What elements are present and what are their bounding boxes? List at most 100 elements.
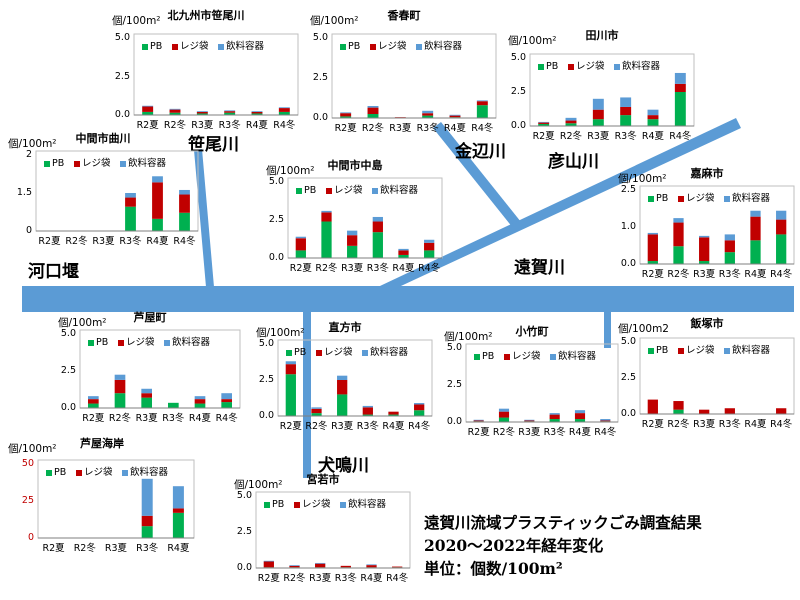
bar-bag <box>179 194 190 213</box>
legend-label: PB <box>304 185 317 196</box>
legend-label: レジ袋 <box>686 193 715 204</box>
x-tick-label: R3冬 <box>416 123 439 134</box>
bar-bottle <box>141 388 152 394</box>
river-label-sasao: 笹尾川 <box>188 135 239 155</box>
x-tick-label: R2夏 <box>279 421 302 432</box>
bar-bottle <box>414 403 425 405</box>
x-tick-label: R4冬 <box>173 236 196 247</box>
bar-pb <box>321 221 332 258</box>
bar-pb <box>196 113 208 115</box>
bar-bag <box>141 393 152 398</box>
bar-bag <box>524 420 535 422</box>
legend-swatch-pb <box>88 340 94 346</box>
bar-bottle <box>549 413 560 415</box>
x-tick-label: R3夏 <box>92 236 115 247</box>
legend-swatch-bag <box>504 354 510 360</box>
x-tick-label: R3冬 <box>718 419 741 430</box>
bar-bottle <box>699 235 710 238</box>
bar-bottle <box>347 230 358 236</box>
x-tick-label: R3冬 <box>334 573 357 584</box>
chart-kotake: 小竹町 個/100m² R2夏 R2冬 R3夏 R3冬 R4夏 R4冬 0.0 2.5 5.0 PB レ… <box>444 326 620 444</box>
y-tick-label: 0.0 <box>268 252 284 263</box>
bar-bottle <box>592 98 604 110</box>
legend-label: レジ袋 <box>378 41 407 52</box>
x-tick-label: R2冬 <box>108 413 132 424</box>
chart-plot <box>35 150 199 232</box>
bar-pb <box>388 414 399 416</box>
chart-plot <box>133 33 299 116</box>
bar-pb <box>565 123 577 126</box>
bar-bag <box>340 113 352 117</box>
y-tick-label: 50 <box>21 458 34 469</box>
bar-bag <box>263 561 274 568</box>
bar-bag <box>367 107 379 114</box>
bar-pb <box>673 409 684 414</box>
chart-title: 宮若市 <box>306 473 340 486</box>
bar-bottle <box>311 407 322 409</box>
x-tick-label: R3冬 <box>366 263 389 274</box>
legend-swatch-bag <box>370 44 376 50</box>
chart-ashiya: 芦屋町 個/100m² R2夏 R2冬 R3夏 R3冬 R4夏 R4冬 0.0 2.5 5.0 PB レ… <box>58 312 242 434</box>
bar-bag <box>647 115 659 120</box>
x-tick-label: R4冬 <box>273 120 296 131</box>
bar-pb <box>311 413 322 416</box>
bar-pb <box>347 245 358 258</box>
legend-label: 飲料容器 <box>732 193 771 204</box>
legend-label: 飲料容器 <box>172 337 211 348</box>
bar-bottle <box>114 374 126 380</box>
bar-bottle <box>750 210 761 217</box>
bar-bag <box>673 222 684 247</box>
bar-bag <box>388 411 399 415</box>
bar-pb <box>152 218 163 231</box>
chart-plot <box>331 33 497 119</box>
river-label-kanabe: 金辺川 <box>455 142 506 162</box>
bar-bag <box>776 219 787 235</box>
chart-plot <box>529 53 695 127</box>
legend-swatch-pb <box>296 188 302 194</box>
x-tick-label: R4夏 <box>641 131 665 142</box>
legend-swatch-bag <box>326 188 332 194</box>
chart-title: 田川市 <box>585 29 619 42</box>
bar-pb <box>88 403 99 408</box>
legend-swatch-bottle <box>218 44 224 50</box>
bar-pb <box>295 250 306 258</box>
chart-title: 香春町 <box>387 9 421 22</box>
x-tick-label: R3冬 <box>218 120 241 131</box>
chart-plot <box>639 185 795 265</box>
bar-bottle <box>169 108 181 110</box>
bar-bottle <box>398 248 409 251</box>
x-tick-label: R4夏 <box>146 236 169 247</box>
y-tick-label: 5.0 <box>236 490 252 501</box>
x-tick-label: R4冬 <box>770 269 793 280</box>
bar-pb <box>372 232 383 258</box>
bar-bag <box>194 399 206 404</box>
hikosan-river <box>380 118 741 292</box>
bar-bottle <box>647 109 659 116</box>
chart-plot <box>277 339 433 417</box>
main-title: 遠賀川流域プラスティックごみ調査結果 2020～2022年経年変化 単位：個数/… <box>424 511 702 580</box>
bar-bag <box>538 122 550 124</box>
legend-label: 飲料容器 <box>348 499 387 510</box>
legend-swatch-pb <box>264 502 270 508</box>
bar-pb <box>285 374 296 416</box>
bar-pb <box>398 254 409 258</box>
x-tick-label: R2冬 <box>73 543 96 554</box>
y-tick-label: 2.5 <box>236 526 252 537</box>
y-tick-label: 0.0 <box>258 410 274 421</box>
y-tick-label: 5.0 <box>312 32 328 43</box>
x-tick-label: R2冬 <box>65 236 88 247</box>
bar-pb <box>367 114 379 118</box>
bar-bottle <box>141 478 153 516</box>
x-tick-label: R2夏 <box>38 236 61 247</box>
bar-bag <box>337 380 348 395</box>
bar-bag <box>424 242 435 251</box>
x-tick-label: R4夏 <box>744 419 767 430</box>
bar-pb <box>142 111 154 115</box>
legend-swatch-bag <box>118 340 124 346</box>
bar-bag <box>362 407 373 415</box>
x-tick-label: R2冬 <box>305 421 328 432</box>
x-tick-label: R4夏 <box>245 120 269 131</box>
unit-label: 個/100m² <box>256 327 305 339</box>
y-tick-label: 5.0 <box>510 52 526 63</box>
bar-pb <box>776 234 787 264</box>
